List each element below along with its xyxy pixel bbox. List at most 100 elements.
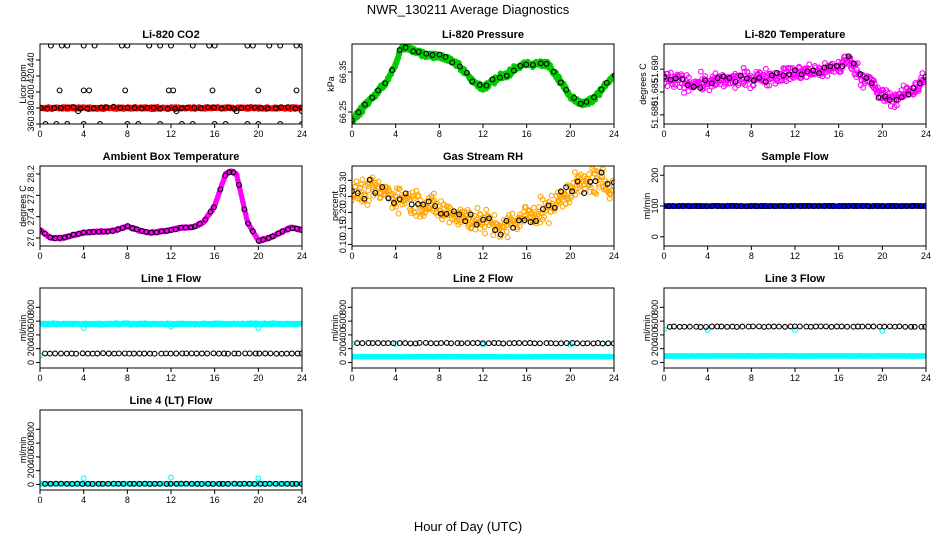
data-point: [474, 205, 481, 211]
data-point: [80, 229, 87, 236]
y-tick-label: 440: [26, 52, 36, 67]
y-tick-label: 51.690: [650, 55, 660, 83]
data-point: [413, 212, 420, 219]
data-point: [382, 80, 389, 87]
data-point: [396, 47, 403, 54]
x-tick-label: 24: [297, 129, 307, 139]
x-tick-label: 24: [609, 251, 619, 261]
data-point: [563, 86, 570, 93]
data-point: [299, 104, 302, 111]
data-point: [821, 64, 828, 71]
data-point: [443, 210, 450, 217]
data-point: [541, 214, 547, 221]
data-point: [277, 44, 284, 49]
data-point: [266, 44, 273, 49]
x-tick-label: 8: [125, 129, 130, 139]
data-point: [110, 103, 117, 110]
data-point: [898, 94, 905, 101]
y-tick-label: 0.20: [338, 204, 348, 222]
data-point: [756, 74, 763, 81]
data-point: [510, 67, 517, 74]
data-point: [56, 87, 63, 94]
y-tick-label: 27.8: [26, 187, 36, 205]
data-point: [839, 63, 846, 70]
data-point: [40, 104, 44, 111]
data-point: [577, 100, 584, 107]
x-tick-label: 8: [749, 251, 754, 261]
data-point: [586, 171, 592, 178]
data-point: [172, 226, 179, 233]
data-point: [354, 190, 361, 197]
x-tick-label: 12: [478, 251, 488, 261]
data-point: [905, 91, 912, 98]
data-point: [747, 202, 754, 209]
data-point: [563, 184, 570, 191]
data-point: [568, 194, 575, 201]
data-point: [377, 195, 384, 202]
data-point: [547, 208, 554, 215]
data-point: [596, 184, 603, 191]
data-point: [379, 184, 386, 191]
data-point: [471, 212, 478, 219]
data-point: [893, 203, 900, 210]
data-point: [773, 70, 780, 76]
data-point: [204, 104, 211, 111]
data-point: [47, 44, 54, 49]
data-point: [863, 74, 870, 81]
data-point: [491, 212, 498, 219]
data-point: [762, 78, 769, 85]
data-point: [771, 203, 778, 210]
data-point: [41, 230, 48, 237]
data-point: [750, 77, 757, 84]
data-point: [702, 73, 709, 80]
data-point: [786, 71, 793, 78]
data-point: [611, 72, 614, 79]
data-point: [438, 198, 445, 205]
data-point: [503, 228, 510, 235]
y-axis-label: ml/min: [642, 193, 652, 220]
data-point: [251, 104, 258, 111]
data-point: [893, 96, 900, 103]
data-point: [604, 181, 611, 187]
x-tick-label: 0: [349, 129, 354, 139]
x-tick-label: 20: [877, 251, 887, 261]
x-tick-label: 16: [522, 129, 532, 139]
data-point: [768, 72, 775, 79]
data-point: [103, 104, 110, 111]
data-point: [64, 104, 71, 111]
data-point: [592, 178, 599, 185]
data-point: [124, 104, 131, 111]
data-point: [679, 76, 686, 83]
data-point: [816, 70, 823, 77]
data-point: [760, 78, 767, 85]
data-point: [86, 229, 93, 236]
data-point: [91, 44, 98, 49]
data-point: [352, 188, 355, 195]
data-point: [741, 68, 748, 75]
panel-title: Gas Stream RH: [443, 151, 523, 163]
data-point: [571, 169, 578, 176]
data-point: [531, 211, 538, 218]
data-point: [537, 60, 544, 67]
x-tick-label: 12: [166, 129, 176, 139]
data-point: [65, 233, 72, 240]
data-point: [426, 206, 433, 213]
data-point: [133, 226, 140, 233]
data-point: [75, 108, 82, 115]
x-tick-label: 20: [565, 129, 575, 139]
data-point: [922, 74, 926, 80]
data-point: [352, 117, 355, 124]
data-point: [692, 78, 699, 85]
data-point: [697, 84, 704, 91]
data-point: [533, 220, 540, 227]
data-point: [207, 208, 214, 215]
data-point: [396, 196, 403, 203]
data-point: [886, 97, 893, 103]
data-point: [356, 188, 362, 195]
data-point: [178, 105, 185, 112]
data-point: [362, 192, 369, 199]
data-point: [732, 78, 739, 85]
